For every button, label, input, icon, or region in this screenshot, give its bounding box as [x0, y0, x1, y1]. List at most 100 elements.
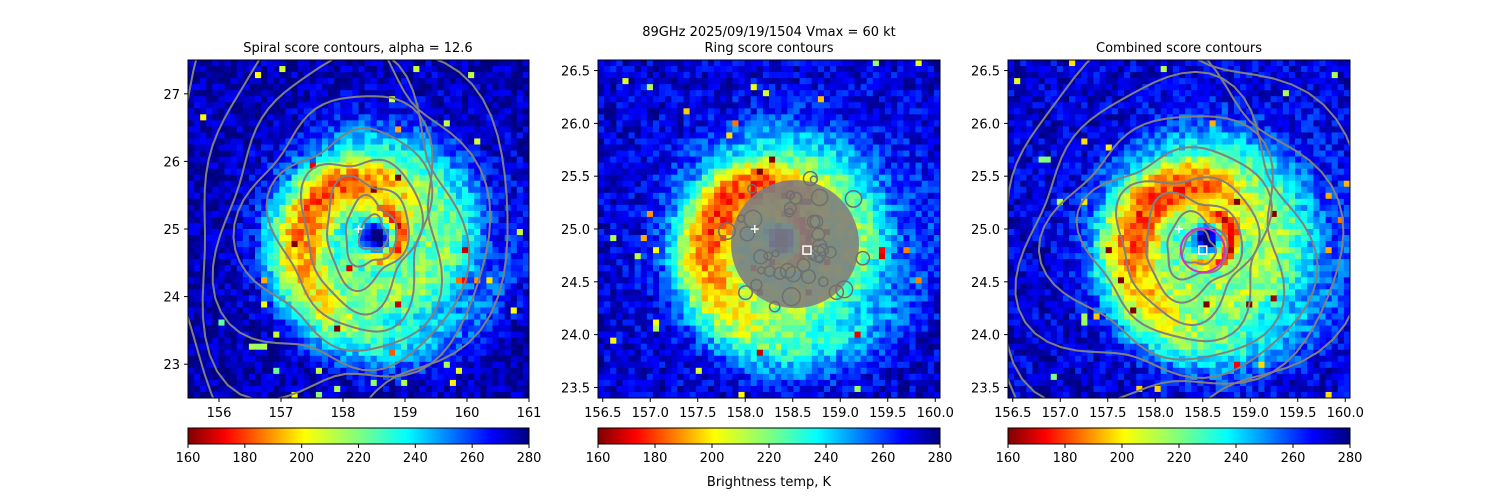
heatmap-cell — [248, 307, 256, 315]
heatmap-cell — [431, 337, 439, 345]
heatmap-cell — [407, 126, 414, 134]
heatmap-cell — [604, 126, 611, 134]
heatmap-cell — [878, 156, 886, 164]
heatmap-cell — [388, 343, 396, 351]
heatmap-cell — [285, 259, 293, 266]
heatmap-cell — [261, 216, 268, 224]
heatmap-cell — [419, 349, 427, 357]
heatmap-cell — [516, 168, 524, 176]
heatmap-cell — [401, 192, 408, 200]
heatmap-cell — [395, 361, 402, 369]
heatmap-cell — [689, 114, 697, 121]
heatmap-cell — [206, 379, 213, 387]
heatmap-cell — [407, 120, 414, 127]
heatmap-cell — [267, 138, 274, 146]
heatmap-cell — [188, 307, 195, 315]
heatmap-cell — [388, 222, 396, 230]
heatmap-cell — [315, 120, 323, 127]
heatmap-cell — [261, 295, 268, 303]
heatmap-cell — [224, 259, 232, 266]
heatmap-cell — [340, 84, 347, 91]
heatmap-cell — [933, 247, 940, 254]
heatmap-cell — [413, 283, 420, 290]
heatmap-cell — [297, 253, 305, 260]
heatmap-cell — [640, 216, 648, 224]
heatmap-cell — [230, 84, 238, 91]
heatmap-cell — [474, 156, 481, 164]
heatmap-cell — [242, 210, 250, 218]
heatmap-cell — [261, 198, 268, 206]
heatmap-cell — [309, 337, 317, 345]
heatmap-cell — [236, 210, 244, 218]
heatmap-cell — [419, 114, 427, 121]
heatmap-cell — [468, 60, 475, 67]
heatmap-cell — [279, 259, 287, 266]
heatmap-cell — [799, 138, 807, 146]
heatmap-cell — [248, 319, 256, 327]
heatmap-cell — [334, 120, 341, 127]
heatmap-cell — [382, 72, 390, 79]
heatmap-cell — [291, 108, 299, 115]
heatmap-cell — [634, 229, 642, 236]
heatmap-cell — [273, 138, 280, 146]
heatmap-cell — [522, 186, 529, 194]
heatmap-cell — [462, 325, 469, 333]
heatmap-cell — [836, 138, 843, 146]
heatmap-cell — [230, 301, 238, 309]
heatmap-cell — [927, 96, 935, 103]
heatmap-cell — [321, 90, 329, 97]
heatmap-cell — [455, 289, 463, 296]
heatmap-cell — [279, 162, 287, 170]
heatmap-cell — [598, 150, 605, 158]
heatmap-cell — [604, 180, 611, 188]
heatmap-cell — [309, 385, 317, 393]
heatmap-cell — [504, 78, 512, 85]
heatmap-cell — [358, 283, 366, 290]
heatmap-cell — [188, 66, 195, 73]
heatmap-cell — [683, 126, 691, 134]
heatmap-cell — [431, 343, 439, 351]
heatmap-cell — [480, 379, 487, 387]
heatmap-cell — [604, 229, 611, 236]
heatmap-cell — [732, 60, 740, 67]
heatmap-cell — [431, 126, 439, 134]
heatmap-cell — [425, 301, 433, 309]
heatmap-cell — [419, 120, 427, 127]
heatmap-cell — [437, 168, 445, 176]
heatmap-cell — [352, 277, 360, 284]
heatmap-cell — [714, 126, 721, 134]
heatmap-cell — [346, 126, 354, 134]
heatmap-cell — [364, 168, 372, 176]
heatmap-cell — [750, 186, 758, 194]
heatmap-cell — [836, 102, 843, 109]
heatmap-cell — [248, 114, 256, 121]
heatmap-cell — [242, 229, 250, 236]
heatmap-cell — [793, 90, 801, 97]
heatmap-cell — [622, 253, 630, 260]
heatmap-cell — [610, 84, 617, 91]
heatmap-cell — [842, 156, 849, 164]
heatmap-cell — [291, 355, 299, 363]
heatmap-cell — [291, 331, 299, 339]
heatmap-cell — [376, 391, 384, 398]
heatmap-cell — [443, 180, 451, 188]
heatmap-cell — [738, 108, 746, 115]
heatmap-cell — [646, 192, 654, 200]
heatmap-cell — [236, 283, 244, 290]
heatmap-cell — [646, 168, 654, 176]
heatmap-cell — [273, 204, 280, 212]
heatmap-cell — [891, 90, 898, 97]
heatmap-cell — [297, 150, 305, 158]
heatmap-cell — [328, 379, 335, 387]
heatmap-cell — [933, 192, 940, 200]
heatmap-cell — [474, 60, 481, 67]
heatmap-cell — [510, 331, 518, 339]
heatmap-cell — [267, 391, 274, 398]
heatmap-cell — [334, 204, 341, 212]
heatmap-cell — [376, 361, 384, 369]
heatmap-cell — [279, 265, 287, 272]
heatmap-cell — [781, 174, 788, 182]
heatmap-cell — [707, 156, 715, 164]
heatmap-cell — [756, 186, 764, 194]
heatmap-cell — [659, 96, 666, 103]
